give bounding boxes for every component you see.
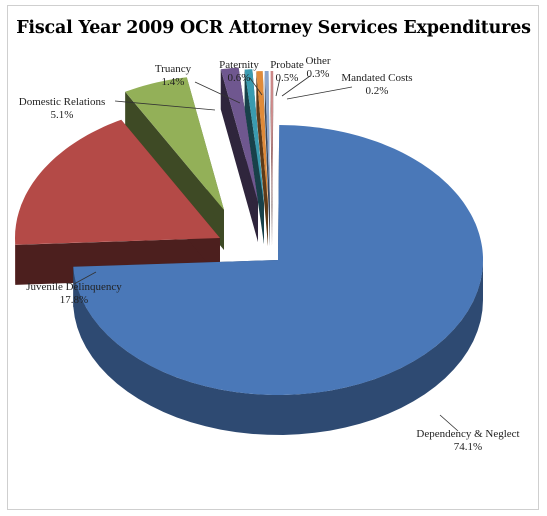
leader-line-probate	[275, 77, 281, 97]
slice-value-mandated-costs: 0.2%	[366, 85, 389, 97]
slice-label-domestic-relations: Domestic Relations	[19, 96, 105, 108]
slice-label-mandated-costs: Mandated Costs	[341, 72, 412, 84]
leader-line-domestic-relations	[114, 100, 216, 111]
slice-domestic-relations-wall	[125, 91, 224, 250]
slice-value-paternity: 0.6%	[228, 72, 251, 84]
slice-other	[264, 71, 270, 206]
slice-value-domestic-relations: 5.1%	[51, 109, 74, 121]
leader-line-mandated-costs	[286, 86, 353, 100]
leader-line-dependency-and-neglect	[439, 414, 459, 432]
leader-line-other	[281, 75, 311, 97]
slice-value-juvenile-delinquency: 17.8%	[60, 294, 88, 306]
slice-probate	[256, 71, 268, 206]
slice-label-paternity: Paternity	[219, 59, 259, 71]
slice-mandated-costs-wall	[272, 71, 274, 247]
slice-label-other: Other	[305, 55, 330, 67]
slice-label-juvenile-delinquency: Juvenile Delinquency	[26, 281, 122, 293]
leader-line-juvenile-delinquency	[73, 271, 97, 285]
slice-value-truancy: 1.4%	[162, 76, 185, 88]
slice-mandated-costs	[270, 71, 274, 206]
slice-dependency-and-neglect	[73, 125, 484, 395]
leader-line-paternity	[249, 77, 263, 96]
slice-value-dependency-and-neglect: 74.1%	[454, 441, 482, 453]
chart-title: Fiscal Year 2009 OCR Attorney Services E…	[16, 18, 531, 38]
slice-value-probate: 0.5%	[276, 72, 299, 84]
slice-truancy-wall	[220, 69, 258, 242]
slice-paternity-wall	[244, 69, 264, 244]
slice-label-dependency-and-neglect: Dependency & Neglect	[416, 428, 519, 440]
slice-domestic-relations	[125, 77, 224, 210]
slice-mandated-costs-wall	[270, 71, 272, 246]
slice-paternity	[244, 69, 264, 204]
slice-juvenile-delinquency	[15, 119, 220, 245]
slice-value-other: 0.3%	[307, 68, 330, 80]
leader-line-truancy	[194, 81, 241, 104]
slice-label-truancy: Truancy	[155, 63, 192, 75]
slice-probate-wall	[256, 71, 268, 247]
slice-label-probate: Probate	[270, 59, 304, 71]
slice-truancy	[220, 67, 258, 202]
slice-dependency-and-neglect-side	[73, 260, 484, 435]
slice-other-wall	[264, 71, 270, 246]
